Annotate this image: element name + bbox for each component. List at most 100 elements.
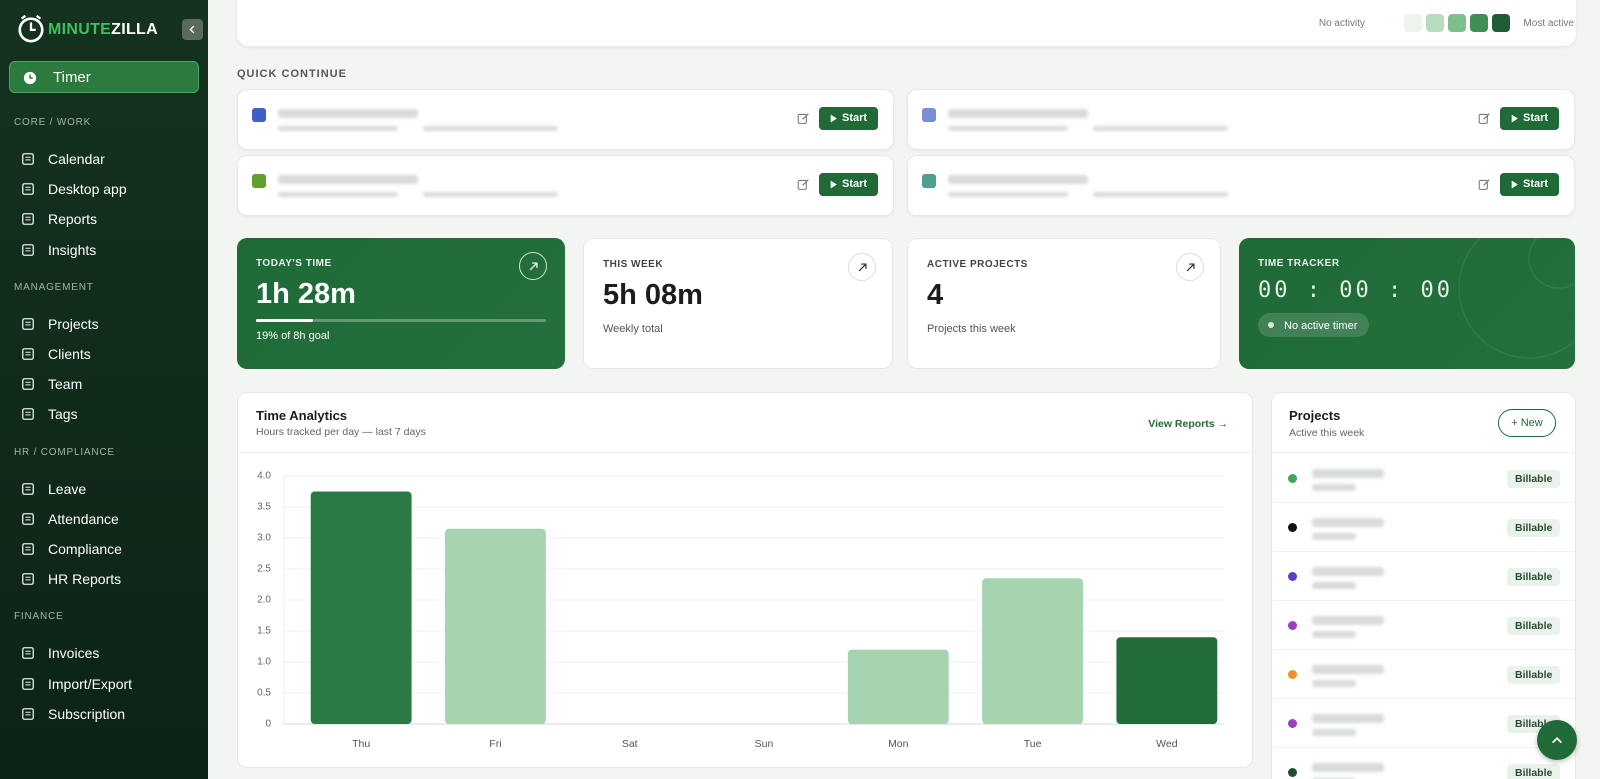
timer-button[interactable]: Timer <box>9 61 199 93</box>
edit-button[interactable] <box>1478 178 1492 192</box>
nav-label: Import/Export <box>48 675 133 692</box>
legend-swatch <box>1426 14 1444 32</box>
icon <box>22 378 34 391</box>
section-title: HR / COMPLIANCE <box>14 446 115 458</box>
project-row[interactable]: Billable <box>1272 749 1575 779</box>
collapse-button[interactable] <box>182 19 203 40</box>
edit-button[interactable] <box>1478 112 1492 126</box>
x-tick-label: Thu <box>352 738 370 750</box>
x-tick-label: Tue <box>1024 738 1042 750</box>
bar <box>445 528 546 724</box>
icon <box>22 707 34 720</box>
nav-item[interactable]: Tags <box>14 403 199 425</box>
open-button[interactable] <box>519 252 547 280</box>
project-row[interactable]: Billable <box>1272 455 1575 503</box>
view-reports-link[interactable]: View Reports → <box>1148 418 1228 430</box>
legend-swatch <box>1448 14 1466 32</box>
stat-note: 19% of 8h goal <box>256 330 330 342</box>
quick-card: Start <box>237 155 894 216</box>
icon <box>1511 180 1518 189</box>
icon <box>1478 113 1490 124</box>
chart: 0 0.5 1.0 1.5 2.0 2.5 3.0 3.5 4.0 Thu Fri Sat Sun Mon… <box>257 471 1224 750</box>
nav-item[interactable]: Team <box>14 373 199 395</box>
blurred-client <box>1312 582 1356 589</box>
icon <box>22 183 34 196</box>
blurred-client <box>1312 680 1356 687</box>
blurred-name <box>1312 714 1384 723</box>
nav-label: Clients <box>48 346 91 362</box>
nav-item[interactable]: Insights <box>14 239 199 261</box>
billable-badge: Billable <box>1507 617 1561 635</box>
nav-item[interactable]: Invoices <box>14 642 199 664</box>
stat-card: ACTIVE PROJECTS 4 Projects this week <box>907 238 1221 369</box>
new-project-button[interactable]: + New <box>1498 409 1556 437</box>
start-button[interactable]: Start <box>1500 107 1559 130</box>
nav-item[interactable]: HR Reports <box>14 568 199 590</box>
nav-label: Leave <box>48 480 87 497</box>
start-label: Start <box>1523 112 1549 124</box>
icon <box>22 348 34 360</box>
billable-badge: Billable <box>1507 764 1561 779</box>
project-row[interactable]: Billable <box>1272 651 1575 699</box>
sidebar: MINUTEZILLA Timer CORE / WORK Calendar Deskt… <box>0 0 208 779</box>
bar <box>982 578 1083 724</box>
stat-label: TIME TRACKER <box>1258 258 1340 269</box>
nav-item[interactable]: Calendar <box>14 148 199 170</box>
project-row[interactable]: Billable <box>1272 700 1575 748</box>
decoration <box>1458 238 1575 359</box>
edit-button[interactable] <box>797 178 811 192</box>
status-text: No active timer <box>1284 320 1358 332</box>
nav-label: Attendance <box>48 510 119 527</box>
blurred-name <box>1312 518 1384 527</box>
nav-item[interactable]: Subscription <box>14 703 199 725</box>
project-row[interactable]: Billable <box>1272 504 1575 552</box>
divider <box>1272 452 1575 453</box>
quick-card: Start <box>907 155 1575 216</box>
blurred-name <box>1312 763 1384 772</box>
stat-card: TODAY'S TIME 1h 28m 19% of 8h goal <box>237 238 565 369</box>
chart-subtitle: Hours tracked per day — last 7 days <box>256 426 426 438</box>
stat-value: 4 <box>927 279 944 311</box>
icon <box>797 113 809 124</box>
nav-label: Calendar <box>48 151 105 167</box>
legend-high: Most active <box>1523 18 1574 29</box>
stat-value: 5h 08m <box>603 279 703 311</box>
x-tick-label: Sun <box>755 738 774 750</box>
edit-button[interactable] <box>797 112 811 126</box>
start-button[interactable]: Start <box>819 107 878 130</box>
open-button[interactable] <box>1176 253 1204 281</box>
blurred-name <box>1312 567 1384 576</box>
nav-item[interactable]: Attendance <box>14 508 199 530</box>
timer-display: 00 : 00 : 00 <box>1258 278 1453 303</box>
start-button[interactable]: Start <box>1500 173 1559 196</box>
nav-item[interactable]: Import/Export <box>14 673 199 695</box>
icon <box>22 482 34 495</box>
nav-item[interactable]: Reports <box>14 208 199 230</box>
icon <box>189 25 195 34</box>
blurred-client <box>1312 533 1356 540</box>
blurred-client <box>1312 729 1356 736</box>
open-button[interactable] <box>848 253 876 281</box>
y-tick-label: 0.5 <box>257 688 271 699</box>
start-label: Start <box>842 112 868 124</box>
quick-card: Start <box>237 89 894 150</box>
project-row[interactable]: Billable <box>1272 602 1575 650</box>
project-row[interactable]: Billable <box>1272 553 1575 601</box>
nav-item[interactable]: Desktop app <box>14 178 199 200</box>
projects-card: Projects Active this week + New Billable Bil… <box>1271 392 1576 779</box>
nav-item[interactable]: Leave <box>14 478 199 500</box>
bar <box>1116 637 1218 724</box>
bar <box>310 491 412 724</box>
icon <box>22 677 34 690</box>
nav-item[interactable]: Projects <box>14 313 199 335</box>
start-label: Start <box>1523 178 1549 190</box>
icon <box>1552 737 1562 744</box>
start-button[interactable]: Start <box>819 173 878 196</box>
blurred-name <box>278 175 418 184</box>
heatmap-card: No activity Most active <box>237 0 1576 46</box>
nav-label: Team <box>48 376 83 393</box>
billable-badge: Billable <box>1507 470 1561 488</box>
nav-item[interactable]: Clients <box>14 343 199 365</box>
nav-item[interactable]: Compliance <box>14 538 199 560</box>
scroll-top-button[interactable] <box>1537 720 1577 760</box>
